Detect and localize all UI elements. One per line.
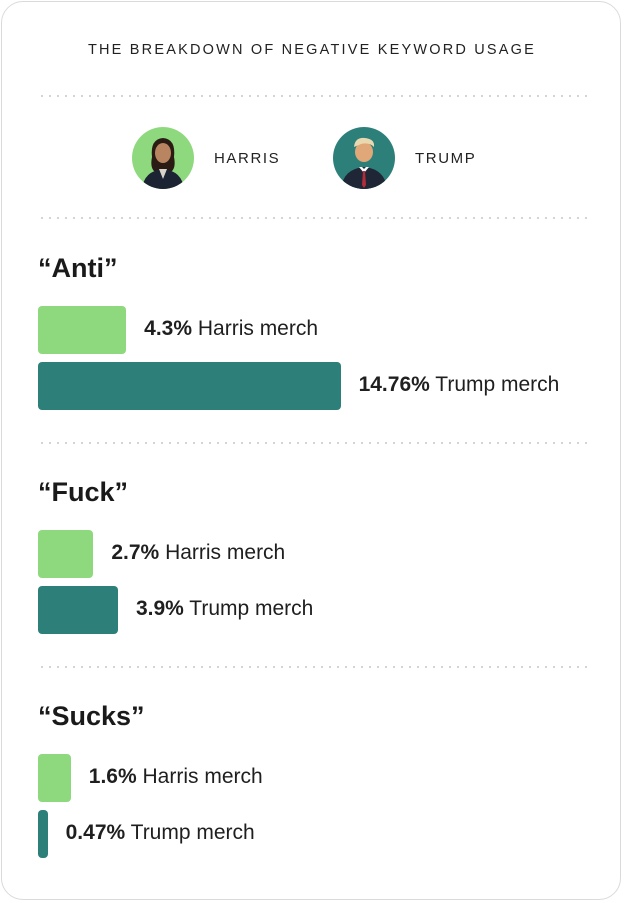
legend-item-trump: TRUMP	[333, 127, 476, 189]
legend-label-trump: TRUMP	[415, 149, 477, 167]
divider	[38, 442, 590, 444]
bar-harris-fuck	[38, 530, 94, 578]
data-label-trump-sucks: 0.47% Trump merch	[65, 821, 255, 844]
data-label-harris-anti: 4.3% Harris merch	[144, 317, 319, 340]
data-label-trump-fuck: 3.9% Trump merch	[135, 597, 314, 620]
bar-harris-sucks	[38, 754, 71, 802]
category-label-anti: “Anti”	[38, 253, 118, 283]
bar-harris-anti	[38, 306, 127, 354]
chart-title: THE BREAKDOWN OF NEGATIVE KEYWORD USAGE	[87, 42, 537, 58]
category-label-fuck: “Fuck”	[38, 477, 129, 507]
bar-trump-anti	[38, 362, 341, 410]
data-label-harris-sucks: 1.6% Harris merch	[88, 765, 263, 788]
bar-trump-sucks	[38, 810, 48, 858]
harris-avatar-icon	[132, 127, 194, 189]
bar-trump-fuck	[38, 586, 118, 634]
legend-label-harris: HARRIS	[214, 149, 281, 167]
divider	[38, 95, 590, 97]
data-label-harris-fuck: 2.7% Harris merch	[111, 541, 286, 564]
divider	[38, 666, 590, 668]
data-label-trump-anti: 14.76% Trump merch	[358, 373, 560, 396]
category-label-sucks: “Sucks”	[38, 701, 145, 731]
divider	[38, 217, 590, 219]
trump-avatar-icon	[333, 127, 395, 189]
legend-item-harris: HARRIS	[132, 127, 280, 189]
